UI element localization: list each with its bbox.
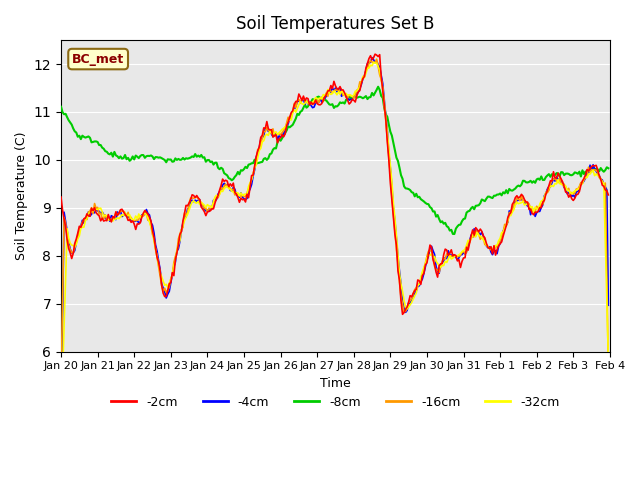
Text: BC_met: BC_met: [72, 53, 124, 66]
Y-axis label: Soil Temperature (C): Soil Temperature (C): [15, 132, 28, 260]
Legend: -2cm, -4cm, -8cm, -16cm, -32cm: -2cm, -4cm, -8cm, -16cm, -32cm: [106, 391, 564, 414]
Title: Soil Temperatures Set B: Soil Temperatures Set B: [236, 15, 435, 33]
X-axis label: Time: Time: [320, 377, 351, 390]
